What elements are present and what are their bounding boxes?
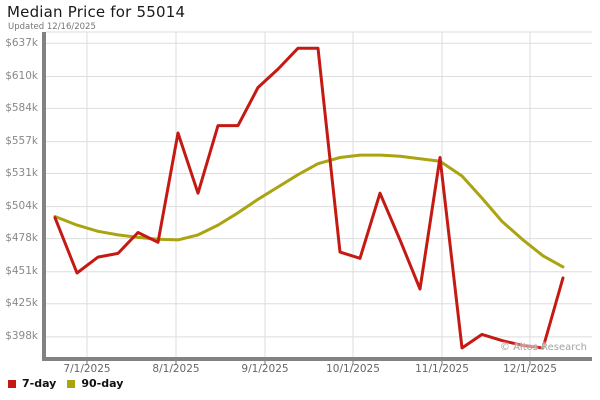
y-tick-label: $478k bbox=[5, 232, 38, 245]
legend-swatch-icon bbox=[8, 379, 16, 388]
y-tick-label: $425k bbox=[5, 297, 38, 310]
x-tick-label: 8/1/2025 bbox=[152, 363, 200, 375]
y-tick-label: $637k bbox=[5, 36, 38, 49]
legend-swatch-icon bbox=[67, 379, 76, 388]
series-line-90-day bbox=[53, 153, 565, 269]
legend-label: 7-day bbox=[22, 377, 57, 390]
x-tick-label: 9/1/2025 bbox=[241, 363, 289, 375]
y-tick-label: $610k bbox=[5, 69, 38, 82]
legend-label: 90-day bbox=[81, 377, 124, 390]
y-tick-label: $531k bbox=[5, 167, 38, 180]
chart-legend: 7-day 90-day bbox=[8, 377, 123, 390]
series-line-7-day bbox=[53, 46, 565, 350]
y-tick-label: $504k bbox=[5, 200, 38, 213]
x-axis-spine bbox=[42, 357, 592, 361]
altos-research-watermark: © Altos Research bbox=[499, 342, 587, 353]
y-axis-spine bbox=[42, 32, 46, 361]
x-tick-label: 12/1/2025 bbox=[503, 363, 557, 375]
page-title: Median Price for 55014 bbox=[7, 3, 186, 21]
x-tick-label: 11/1/2025 bbox=[415, 363, 469, 375]
y-tick-label: $451k bbox=[5, 265, 38, 278]
x-tick-label: 7/1/2025 bbox=[63, 363, 111, 375]
y-tick-label: $584k bbox=[5, 101, 38, 114]
updated-date-label: Updated 12/16/2025 bbox=[8, 22, 96, 32]
legend-item-7-day: 7-day bbox=[8, 377, 56, 390]
y-tick-label: $398k bbox=[5, 330, 38, 343]
legend-item-90-day: 90-day bbox=[67, 377, 123, 390]
y-tick-label: $557k bbox=[5, 135, 38, 148]
x-tick-label: 10/1/2025 bbox=[326, 363, 380, 375]
